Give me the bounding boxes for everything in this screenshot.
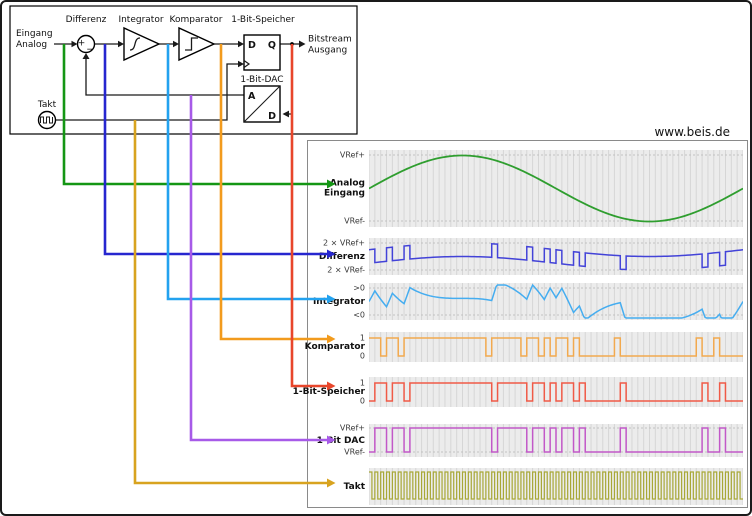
analog-bottom-label: VRef- [344, 216, 365, 226]
komparator-label: Komparator [304, 341, 365, 352]
feedback-wire [85, 55, 244, 96]
dac-d-pin: D [268, 111, 276, 122]
integrator-block [123, 26, 161, 62]
differenz-block-label: Differenz [66, 15, 107, 25]
analog-plot [369, 150, 743, 227]
komparator-block-label: Komparator [170, 15, 223, 25]
signal-routes [62, 44, 336, 488]
komparator-plot [369, 332, 743, 362]
sum-minus-sign: − [86, 45, 94, 55]
dac-bottom-label: VRef- [344, 447, 365, 457]
analog-top-label: VRef+ [339, 150, 365, 160]
takt-route [133, 120, 327, 485]
output-junction-dot [290, 42, 294, 46]
output-label-line2: Ausgang [308, 46, 347, 56]
dac-block-label: 1-Bit-DAC [240, 75, 283, 85]
clock-wire [55, 63, 242, 121]
takt-plot [369, 468, 743, 505]
dac-plot [369, 424, 743, 457]
integrator-route [166, 44, 327, 301]
dac-block [243, 85, 281, 123]
integrator-top-label: >0 [353, 283, 365, 293]
dac-label: 1-Bit DAC [316, 435, 365, 446]
komparator-top-label: 1 [359, 333, 365, 343]
sum-plus-sign: + [78, 39, 86, 49]
integrator-curve-icon [129, 37, 141, 51]
dac-diagonal [243, 85, 281, 123]
dac-a-pin: A [248, 91, 256, 102]
takt-trace [369, 471, 743, 500]
differenz-label: Differenz [318, 251, 365, 262]
flipflop-q-pin: Q [268, 40, 276, 51]
flipflop-d-pin: D [248, 40, 256, 51]
output-label-line1: Bitstream [308, 35, 352, 45]
block-diagram-frame [9, 5, 358, 135]
komparator-block [178, 26, 216, 62]
differenz-plot [369, 238, 743, 275]
integrator-plot [369, 283, 743, 320]
speicher-top-label: 1 [359, 378, 365, 388]
speicher-bottom-label: 0 [359, 396, 365, 406]
differenz-bottom-label: 2 × VRef- [327, 265, 365, 275]
takt-label: Takt [343, 481, 365, 492]
input-label-line2: Analog [16, 40, 47, 50]
integrator-block-label: Integrator [118, 15, 163, 25]
differenz-trace [369, 243, 743, 271]
differenz-route [103, 44, 327, 256]
takt-block-label: Takt [37, 100, 57, 110]
analog-trace [369, 154, 743, 223]
diagram-wires [54, 43, 303, 121]
integrator-bottom-label: <0 [353, 310, 365, 320]
integrator-trace [369, 283, 743, 319]
komparator-step-icon [185, 37, 198, 51]
komparator-bottom-label: 0 [359, 351, 365, 361]
dac-trace [369, 427, 743, 453]
speicher-label: 1-Bit-Speicher [292, 386, 365, 397]
speicher-block-label: 1-Bit-Speicher [231, 15, 295, 25]
dac-top-label: VRef+ [339, 423, 365, 433]
watermark: www.beis.de [654, 125, 730, 139]
wire-arrowheads [71, 40, 306, 118]
analog-route [62, 44, 327, 186]
clock-wedge-icon [243, 60, 251, 68]
input-label-line1: Eingang [16, 29, 53, 39]
speicher-trace [369, 382, 743, 402]
summing-junction [76, 34, 96, 54]
clock-source [37, 110, 57, 130]
flipflop-block [243, 34, 281, 71]
analog-label: Analog Eingang [323, 178, 365, 199]
integrator-label: Integrator [312, 296, 365, 307]
komparator-trace [369, 337, 743, 357]
speicher-plot [369, 377, 743, 407]
clock-pulse-icon [40, 116, 53, 124]
differenz-top-label: 2 × VRef+ [323, 238, 365, 248]
